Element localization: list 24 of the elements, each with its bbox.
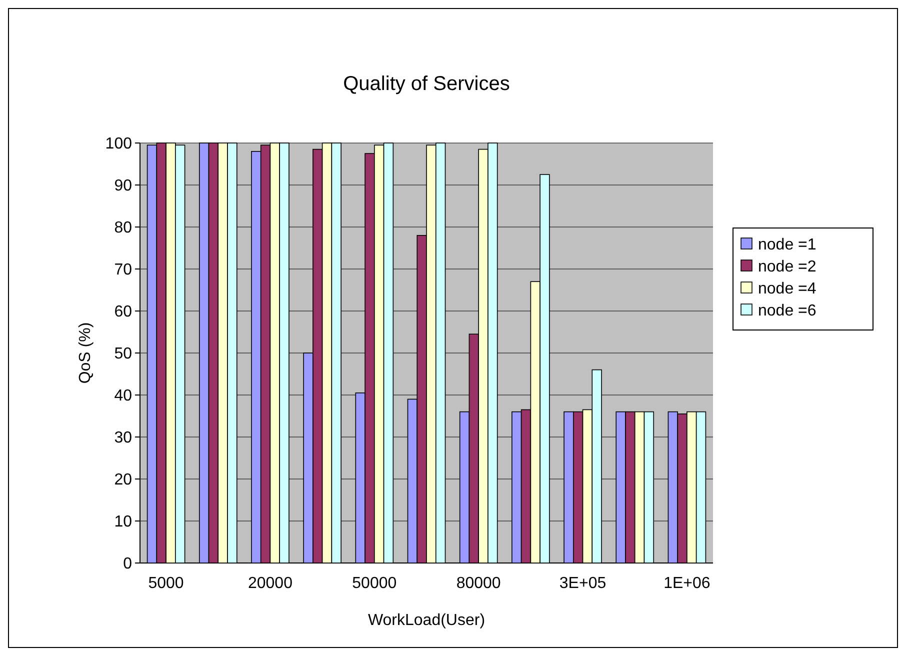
y-tick-label: 40 bbox=[114, 388, 132, 405]
y-tick-label: 60 bbox=[114, 304, 132, 321]
x-tick-label: 80000 bbox=[456, 575, 501, 592]
x-tick-label: 50000 bbox=[352, 575, 397, 592]
y-tick-label: 70 bbox=[114, 262, 132, 279]
legend-label: node =2 bbox=[758, 258, 816, 276]
y-tick-label: 30 bbox=[114, 430, 132, 447]
x-tick-label: 20000 bbox=[248, 575, 293, 592]
x-tick-label: 1E+06 bbox=[664, 575, 710, 592]
y-tick-label: 50 bbox=[114, 346, 132, 363]
legend-label: node =6 bbox=[758, 302, 816, 320]
y-tick-label: 100 bbox=[105, 136, 132, 153]
y-axis-title: QoS (%) bbox=[77, 322, 94, 384]
y-tick-label: 90 bbox=[114, 178, 132, 195]
x-tick-label: 5000 bbox=[148, 575, 184, 592]
y-tick-label: 20 bbox=[114, 472, 132, 489]
y-tick-label: 0 bbox=[123, 556, 132, 573]
legend-label: node =4 bbox=[758, 280, 816, 298]
y-tick-label: 80 bbox=[114, 220, 132, 237]
x-tick-label: 3E+05 bbox=[559, 575, 606, 592]
legend-label: node =1 bbox=[758, 236, 816, 254]
x-axis-title: WorkLoad(User) bbox=[368, 612, 486, 629]
chart-title: Quality of Services bbox=[343, 73, 510, 95]
y-tick-label: 10 bbox=[114, 514, 132, 531]
